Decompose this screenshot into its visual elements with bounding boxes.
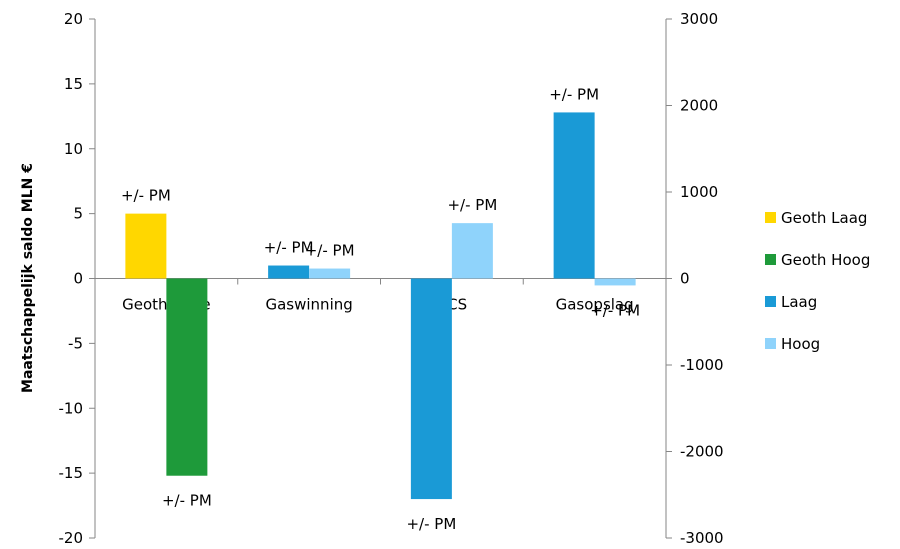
y2-tick-label: -2000: [680, 443, 724, 461]
y2-tick-label: -3000: [680, 529, 724, 547]
legend-label: Geoth Hoog: [781, 250, 871, 269]
x-tick-label: Gaswinning: [265, 296, 352, 314]
bar-laag: [410, 278, 452, 500]
y-tick-label: 0: [73, 270, 83, 288]
bars: [125, 112, 636, 500]
x-tick-label: Gasopslag: [556, 296, 634, 314]
data-label: +/- PM: [406, 515, 456, 533]
legend: Geoth Laag Geoth Hoog Laag Hoog: [765, 206, 870, 374]
legend-item: Hoog: [765, 332, 870, 355]
legend-swatch: [765, 296, 776, 307]
y-tick-label: -5: [68, 334, 83, 352]
data-label: +/- PM: [305, 242, 355, 260]
legend-swatch: [765, 212, 776, 223]
y2-tick-label: 3000: [680, 10, 718, 28]
y2-tick-label: 2000: [680, 97, 718, 115]
data-label: +/- PM: [121, 187, 171, 205]
legend-label: Geoth Laag: [781, 208, 868, 227]
legend-item: Geoth Laag: [765, 206, 870, 229]
y-tick-label: 15: [64, 75, 83, 93]
legend-item: Geoth Hoog: [765, 248, 870, 271]
y2-tick-label: 1000: [680, 183, 718, 201]
bar-geoth-hoog: [166, 278, 208, 476]
bar-laag: [553, 112, 595, 279]
bar-hoog: [451, 223, 493, 279]
y-tick-label: -10: [59, 399, 84, 417]
legend-label: Laag: [781, 292, 818, 311]
data-labels: +/- PM+/- PM+/- PM+/- PM+/- PM+/- PM+/- …: [121, 85, 640, 533]
legend-label: Hoog: [781, 334, 821, 353]
data-label: +/- PM: [590, 301, 640, 319]
bar-laag: [268, 265, 310, 279]
data-label: +/- PM: [447, 196, 497, 214]
legend-swatch: [765, 338, 776, 349]
data-label: +/- PM: [549, 85, 599, 103]
data-label: +/- PM: [162, 492, 212, 510]
y-tick-label: 5: [73, 205, 83, 223]
y2-tick-label: 0: [680, 270, 690, 288]
legend-item: Laag: [765, 290, 870, 313]
data-label: +/- PM: [264, 239, 314, 257]
y2-tick-label: -1000: [680, 356, 724, 374]
y-tick-label: -20: [59, 529, 84, 547]
y-tick-label: 10: [64, 140, 83, 158]
bar-hoog: [309, 268, 351, 279]
bar-hoog: [594, 278, 636, 286]
y-tick-label: -15: [59, 464, 84, 482]
y-tick-label: 20: [64, 10, 83, 28]
legend-swatch: [765, 254, 776, 265]
y-axis-label: Maatschappelijk saldo MLN €: [20, 163, 36, 393]
bar-geoth-laag: [125, 213, 167, 279]
